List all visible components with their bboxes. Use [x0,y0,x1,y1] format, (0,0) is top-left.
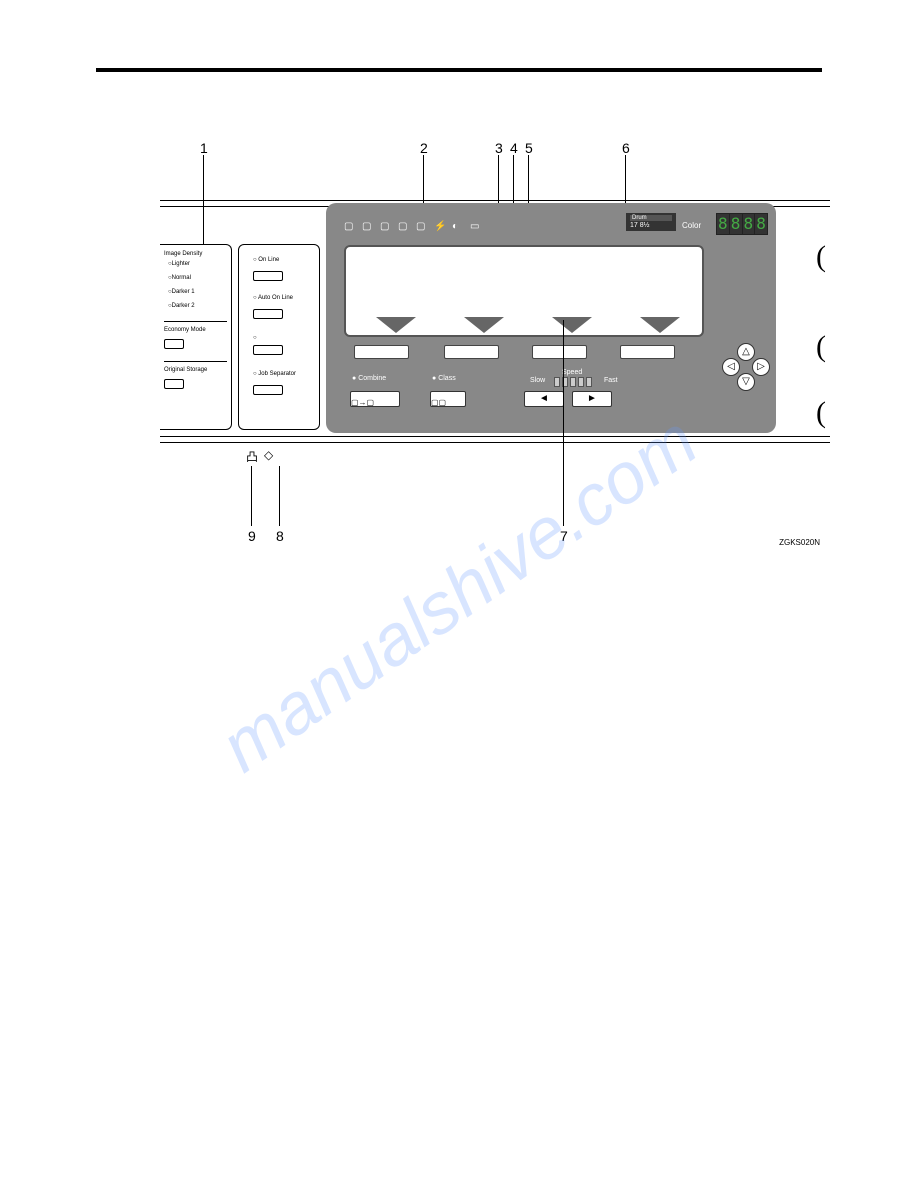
dpad-left-button[interactable]: ◁ [722,358,740,376]
callout-5: 5 [525,140,533,156]
status-icon: ⚡ [434,221,448,235]
speed-fast-button[interactable]: ► [572,391,612,407]
right-edge-mark: ( [816,240,826,274]
paper-out-icon: 凸 [246,448,258,465]
dpad: △ ◁ ▷ ▽ [722,343,770,391]
callout-1: 1 [200,140,208,156]
status-icon: ▢ [380,221,394,235]
figure-code: ZGKS020N [779,538,820,547]
callout-7: 7 [560,528,568,544]
device-frame-line [160,200,830,201]
lcd-arrow-icon [640,317,680,333]
callout-2: 2 [420,140,428,156]
fast-label: Fast [604,377,618,384]
soft-button-3[interactable] [532,345,587,359]
class-label: ● Class [432,375,456,382]
lcd-arrow-icon [464,317,504,333]
drum-label: Drum [630,215,672,221]
color-label: Color [682,221,701,230]
drum-indicator: Drum 17 8½ [626,213,676,231]
lighter-label: ○Lighter [168,261,190,267]
seg-digit: 8 [730,214,742,234]
auto-online-button[interactable] [253,309,283,319]
storage-button[interactable] [164,379,184,389]
callout-3: 3 [495,140,503,156]
callout-line [423,155,424,210]
storage-label: Original Storage [164,367,207,373]
lcd-screen [344,245,704,337]
main-display-panel: ▢ ▢ ▢ ▢ ▢ ⚡ ◐ ▭ Drum 17 8½ Color 8 8 8 8 [326,203,776,433]
slow-label: Slow [530,377,545,384]
callout-line [279,466,280,526]
economy-label: Economy Mode [164,327,206,333]
bottom-controls: ● Combine ● Class Speed Slow Fast ▢→▢ ▢▢… [344,371,704,421]
online-label: ○ On Line [253,257,279,263]
status-icon: ▢ [362,221,376,235]
callout-9: 9 [248,528,256,544]
callout-line [563,320,564,526]
online-button[interactable] [253,271,283,281]
status-icon: ◐ [452,221,466,235]
callout-line [251,466,252,526]
speed-indicator [554,377,592,387]
seven-segment-display: 8 8 8 8 [716,213,768,235]
bottom-indicator-icons: 凸 ◇ [246,448,273,465]
job-sep-button[interactable] [253,385,283,395]
dpad-up-button[interactable]: △ [737,343,755,361]
seg-digit: 8 [717,214,729,234]
mid-button[interactable] [253,345,283,355]
soft-button-4[interactable] [620,345,675,359]
class-button[interactable]: ▢▢ [430,391,466,407]
image-density-title: Image Density [164,251,202,257]
speed-slow-button[interactable]: ◄ [524,391,564,407]
online-panel: ○ On Line ○ Auto On Line ○ ○ Job Separat… [238,244,320,430]
status-icon: ▢ [344,221,358,235]
darker2-label: ○Darker 2 [168,303,195,309]
callout-6: 6 [622,140,630,156]
device-diagram: 1 2 3 4 5 6 ( ( ( Image Density ○Lighter… [160,140,830,560]
divider [164,361,227,362]
speed-label: Speed [562,369,582,376]
seg-digit: 8 [743,214,755,234]
status-icon-row: ▢ ▢ ▢ ▢ ▢ ⚡ ◐ ▭ [344,221,484,235]
lcd-arrow-icon [552,317,592,333]
data-in-icon: ◇ [264,448,273,465]
soft-button-2[interactable] [444,345,499,359]
right-edge-mark: ( [816,396,826,430]
soft-button-1[interactable] [354,345,409,359]
darker1-label: ○Darker 1 [168,289,195,295]
indicator: ○ [253,335,257,341]
page-top-rule [96,68,822,72]
dpad-down-button[interactable]: ▽ [737,373,755,391]
status-icon: ▭ [470,221,484,235]
status-icon: ▢ [398,221,412,235]
callout-8: 8 [276,528,284,544]
right-edge-mark: ( [816,330,826,364]
economy-button[interactable] [164,339,184,349]
callout-line [625,155,626,210]
drum-values: 17 8½ [630,222,672,229]
device-frame-line [160,436,830,437]
normal-label: ○Normal [168,275,191,281]
device-frame-line [160,442,830,443]
callout-4: 4 [510,140,518,156]
image-density-panel: Image Density ○Lighter ○Normal ○Darker 1… [160,244,232,430]
seg-digit: 8 [755,214,767,234]
combine-label: ● Combine [352,375,386,382]
auto-online-label: ○ Auto On Line [253,295,293,301]
lcd-arrow-icon [376,317,416,333]
combine-button[interactable]: ▢→▢ [350,391,400,407]
divider [164,321,227,322]
dpad-right-button[interactable]: ▷ [752,358,770,376]
status-icon: ▢ [416,221,430,235]
job-sep-label: ○ Job Separator [253,371,296,377]
